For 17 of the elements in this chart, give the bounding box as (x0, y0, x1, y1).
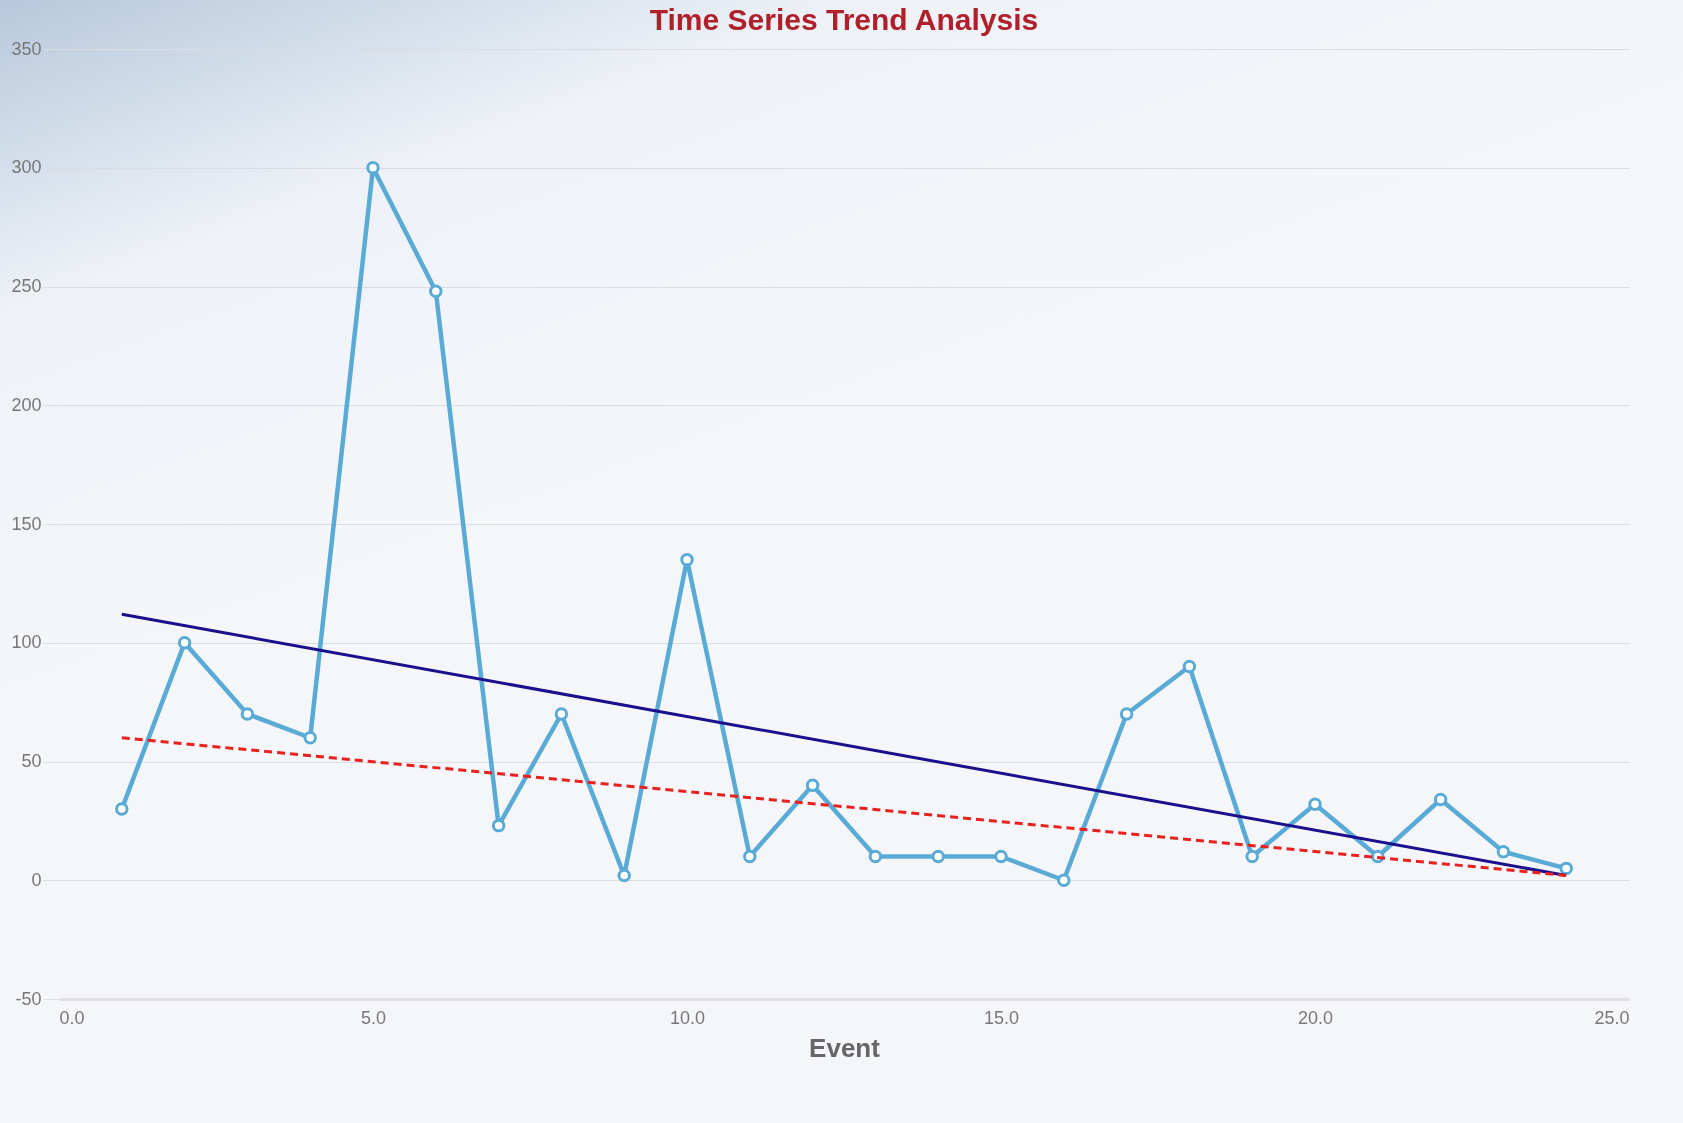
x-tick-label: 10.0 (669, 1007, 706, 1028)
y-tick-label: 350 (11, 38, 42, 59)
y-tick-label: 250 (11, 276, 42, 296)
chart-title: Time Series Trend Analysis (649, 3, 1039, 36)
y-tick-label: 0 (31, 869, 42, 890)
x-axis-title: Event (809, 1032, 881, 1063)
y-tick-label: 150 (11, 513, 42, 534)
y-tick-label: 100 (11, 632, 42, 653)
x-tick-label: 25.0 (1594, 1007, 1630, 1028)
x-tick-label: 15.0 (983, 1007, 1020, 1028)
y-tick-label: -50 (15, 988, 42, 1009)
y-tick-label: 50 (21, 751, 42, 771)
y-tick-label: 300 (11, 157, 42, 178)
x-tick-label: 20.0 (1297, 1007, 1334, 1028)
x-tick-label: 0.0 (59, 1007, 85, 1028)
y-tick-label: 200 (11, 394, 42, 415)
x-tick-label: 5.0 (360, 1007, 387, 1028)
